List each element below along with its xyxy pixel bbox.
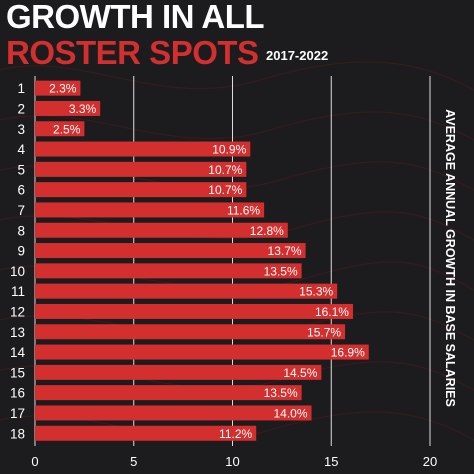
category-label: 9 bbox=[17, 244, 25, 259]
bar bbox=[35, 161, 247, 177]
bar-value-label: 11.2% bbox=[219, 427, 252, 441]
bar bbox=[35, 80, 81, 96]
bar bbox=[35, 385, 302, 401]
category-label: 17 bbox=[10, 406, 25, 421]
category-label: 5 bbox=[17, 162, 25, 177]
bar-value-label: 10.9% bbox=[212, 143, 246, 157]
bar bbox=[35, 283, 338, 299]
bar bbox=[35, 222, 288, 238]
bar bbox=[35, 141, 251, 157]
bar-value-label: 10.7% bbox=[208, 183, 242, 197]
bar bbox=[35, 344, 369, 360]
bar-value-label: 14.0% bbox=[273, 406, 307, 420]
category-label: 16 bbox=[10, 386, 25, 401]
bar bbox=[35, 405, 312, 421]
bar bbox=[35, 263, 302, 279]
x-tick-label: 5 bbox=[130, 454, 137, 469]
bar-value-label: 13.7% bbox=[268, 244, 302, 258]
bar-value-label: 13.5% bbox=[264, 386, 298, 400]
category-label: 11 bbox=[11, 284, 25, 299]
x-tick-label: 15 bbox=[324, 454, 338, 469]
bar-value-label: 15.7% bbox=[307, 325, 341, 339]
bar bbox=[35, 182, 247, 198]
category-label: 13 bbox=[10, 325, 25, 340]
bar bbox=[35, 324, 346, 340]
y-axis-label: AVERAGE ANNUAL GROWTH IN BASE SALARIES bbox=[443, 109, 457, 407]
category-label: 18 bbox=[10, 426, 25, 441]
bar-value-label: 2.5% bbox=[53, 122, 81, 136]
bar-value-label: 15.3% bbox=[299, 285, 333, 299]
bar-value-label: 2.3% bbox=[49, 82, 77, 96]
x-tick-label: 10 bbox=[225, 454, 239, 469]
bar-value-label: 3.3% bbox=[69, 102, 97, 116]
bar-value-label: 11.6% bbox=[227, 203, 260, 217]
bar-value-label: 10.7% bbox=[208, 163, 242, 177]
category-label: 4 bbox=[17, 142, 25, 157]
category-label: 1 bbox=[17, 81, 25, 96]
bar bbox=[35, 364, 322, 380]
bar bbox=[35, 243, 306, 259]
bar-value-label: 14.5% bbox=[283, 366, 317, 380]
grid-layer bbox=[34, 76, 431, 446]
category-label: 10 bbox=[10, 264, 25, 279]
category-label: 14 bbox=[10, 345, 26, 360]
bar-value-label: 13.5% bbox=[264, 264, 298, 278]
category-label: 8 bbox=[17, 223, 25, 238]
bar-value-label: 16.9% bbox=[331, 346, 365, 360]
bar bbox=[35, 425, 257, 441]
category-label: 7 bbox=[17, 203, 25, 218]
title-block: GROWTH IN ALL ROSTER SPOTS 2017-2022 bbox=[0, 0, 474, 74]
x-tick-layer: 0 5 10 15 20 bbox=[31, 454, 437, 469]
chart-subtitle: 2017-2022 bbox=[266, 48, 329, 63]
bar bbox=[35, 121, 85, 137]
x-tick-label: 0 bbox=[31, 454, 38, 469]
bar bbox=[35, 202, 265, 218]
bar bbox=[35, 100, 101, 116]
chart-title-line2: ROSTER SPOTS bbox=[6, 34, 259, 71]
category-label: 15 bbox=[10, 365, 25, 380]
bar-layer: 2.3% 3.3% 2.5% 10.9% 10.7% 10.7% 11.6% 12.8% 13.… bbox=[35, 80, 369, 441]
category-label: 2 bbox=[17, 101, 25, 116]
x-tick-label: 20 bbox=[423, 454, 437, 469]
category-label: 6 bbox=[17, 183, 25, 198]
bar bbox=[35, 303, 353, 319]
chart-title-line1: GROWTH IN ALL bbox=[6, 0, 265, 35]
bar-value-label: 16.1% bbox=[315, 305, 349, 319]
category-label: 3 bbox=[17, 122, 25, 137]
bar-value-label: 12.8% bbox=[250, 224, 284, 238]
category-label: 12 bbox=[10, 304, 25, 319]
